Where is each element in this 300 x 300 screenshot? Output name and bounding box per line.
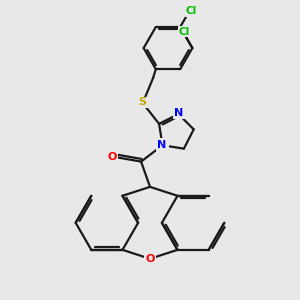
- Text: Cl: Cl: [178, 26, 190, 37]
- Text: Cl: Cl: [186, 6, 197, 16]
- Text: N: N: [174, 108, 184, 118]
- Text: O: O: [145, 254, 155, 264]
- Text: S: S: [139, 98, 147, 107]
- Text: N: N: [157, 140, 167, 150]
- Text: O: O: [108, 152, 117, 162]
- Text: N: N: [158, 140, 168, 149]
